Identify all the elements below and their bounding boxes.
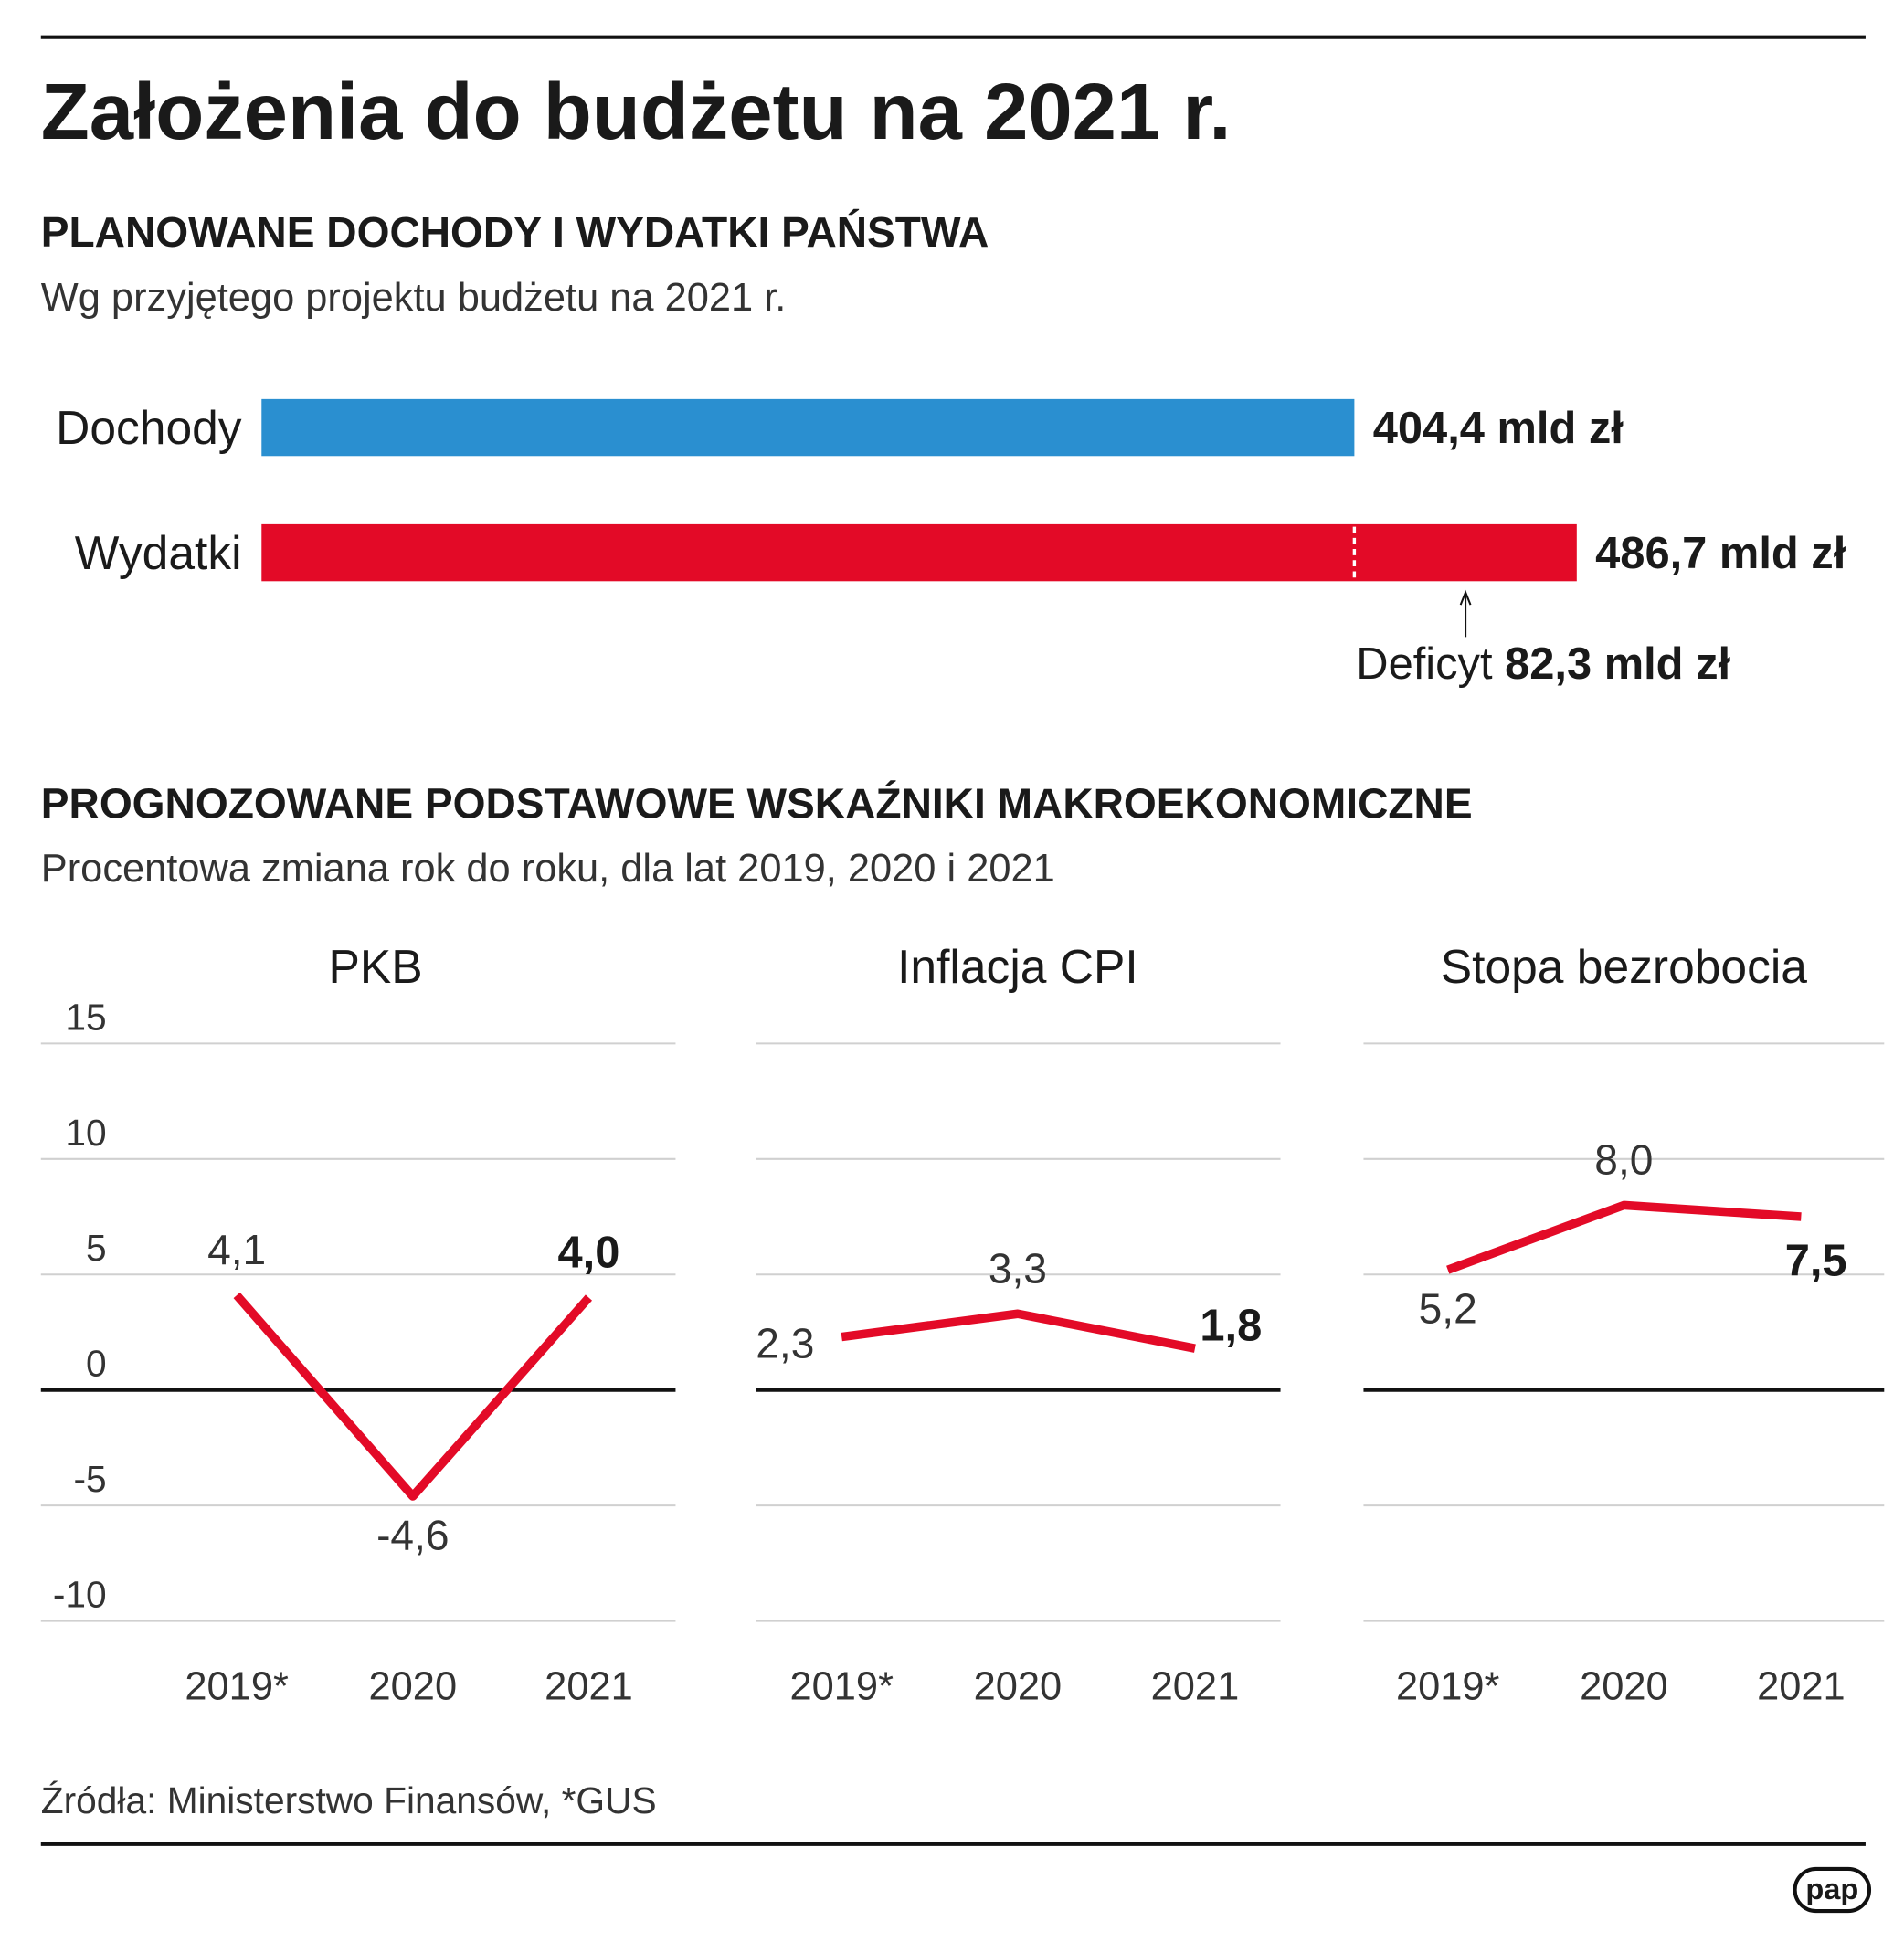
logo: pap	[1805, 1873, 1858, 1905]
section-subtitle: Procentowa zmiana rok do roku, dla lat 2…	[41, 847, 1055, 891]
value-label: 7,5	[1785, 1237, 1847, 1286]
section-subtitle: Wg przyjętego projektu budżetu na 2021 r…	[41, 276, 787, 320]
source: Źródła: Ministerstwo Finansów, *GUS	[41, 1779, 657, 1821]
panel-title: Stopa bezrobocia	[1441, 940, 1808, 993]
value-label: 486,7 mld zł	[1595, 529, 1846, 578]
line	[1446, 1200, 1802, 1274]
value-label: 4,1	[207, 1226, 266, 1273]
deficit-label: Deficyt 82,3 mld zł	[1356, 639, 1730, 689]
y-tick-label: -5	[73, 1458, 106, 1500]
bar-label: Wydatki	[75, 526, 242, 579]
value-label: 8,0	[1594, 1135, 1653, 1183]
x-tick-label: 2020	[1580, 1665, 1668, 1709]
value-label: 2,3	[756, 1320, 814, 1367]
y-tick-label: 10	[65, 1112, 106, 1154]
line	[233, 1292, 593, 1501]
value-label: -4,6	[376, 1511, 449, 1558]
bar-label: Dochody	[56, 401, 242, 454]
value-label: 5,2	[1419, 1285, 1477, 1333]
x-tick-label: 2019*	[185, 1665, 289, 1709]
panel-title: PKB	[329, 940, 423, 993]
x-tick-label: 2020	[369, 1665, 458, 1709]
x-tick-label: 2021	[1757, 1665, 1846, 1709]
x-tick-label: 2021	[545, 1665, 633, 1709]
y-tick-label: 5	[86, 1227, 107, 1269]
section-title: PLANOWANE DOCHODY I WYDATKI PAŃSTWA	[41, 208, 989, 256]
value-label: 3,3	[989, 1244, 1047, 1292]
deficit-arrowhead	[1459, 589, 1472, 606]
section-title: PROGNOZOWANE PODSTAWOWE WSKAŹNIKI MAKROE…	[41, 779, 1473, 827]
value-label: 4,0	[558, 1228, 620, 1277]
y-tick-label: -10	[53, 1574, 107, 1616]
x-tick-label: 2021	[1151, 1665, 1240, 1709]
page-title: Założenia do budżetu na 2021 r.	[41, 68, 1232, 156]
bar	[261, 398, 1355, 457]
logo-badge	[1793, 1866, 1872, 1914]
x-tick-label: 2019*	[790, 1665, 894, 1709]
y-tick-label: 15	[65, 996, 106, 1038]
deficit-text: Deficyt	[1356, 639, 1493, 689]
bar	[261, 523, 1577, 582]
x-tick-label: 2020	[974, 1665, 1063, 1709]
deficit-value: 82,3 mld zł	[1505, 639, 1730, 689]
x-tick-label: 2019*	[1396, 1665, 1500, 1709]
value-label: 404,4 mld zł	[1373, 404, 1624, 453]
line	[841, 1309, 1196, 1353]
panel-title: Inflacja CPI	[897, 940, 1138, 993]
y-tick-label: 0	[86, 1343, 107, 1385]
value-label: 1,8	[1200, 1301, 1262, 1350]
